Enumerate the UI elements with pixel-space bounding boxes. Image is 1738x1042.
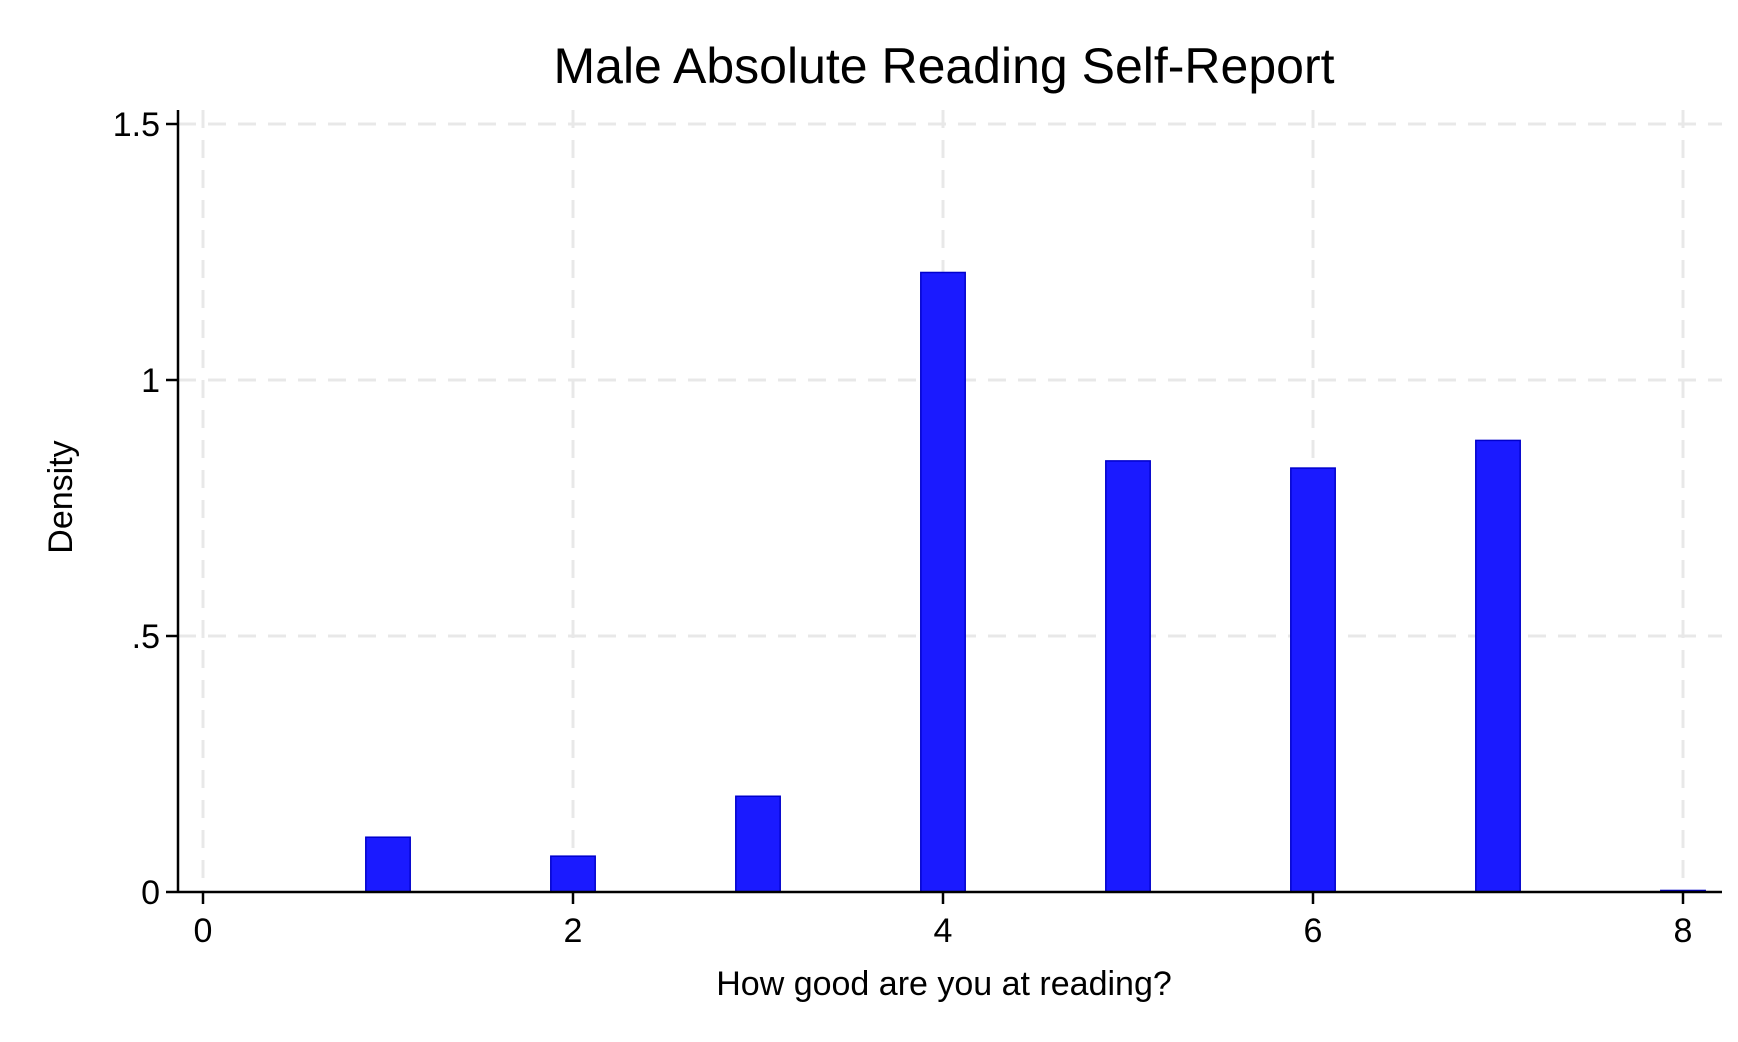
x-axis-label: How good are you at reading? <box>716 965 1172 1003</box>
histogram-bar <box>920 271 966 893</box>
x-tick-label: 4 <box>934 912 953 950</box>
histogram-bar <box>1290 467 1336 893</box>
x-tick-label: 2 <box>564 912 583 950</box>
bars <box>365 271 1706 893</box>
y-axis-label: Density <box>42 440 80 553</box>
chart-title: Male Absolute Reading Self-Report <box>553 38 1334 94</box>
histogram-bar <box>1105 460 1151 893</box>
x-tick-label: 8 <box>1674 912 1693 950</box>
y-tick-label: 1.5 <box>113 106 160 144</box>
y-tick-label: 0 <box>141 874 160 912</box>
histogram-bar <box>365 836 411 893</box>
y-tick-label: .5 <box>132 618 160 656</box>
histogram-bar <box>550 855 596 893</box>
x-tick-label: 6 <box>1304 912 1323 950</box>
x-tick-label: 0 <box>194 912 213 950</box>
histogram-bar <box>735 795 781 893</box>
axes: 0 .5 1 1.5 0 2 4 6 8 <box>113 106 1722 950</box>
histogram-bar <box>1475 439 1521 893</box>
y-tick-label: 1 <box>141 362 160 400</box>
